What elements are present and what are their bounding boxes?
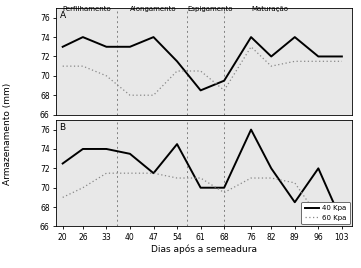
60 Kpa — [175, 69, 179, 73]
40 Kpa — [269, 55, 273, 58]
40 Kpa — [81, 35, 85, 39]
Line: 60 Kpa: 60 Kpa — [63, 173, 342, 217]
40 Kpa — [61, 162, 65, 165]
60 Kpa — [293, 60, 297, 63]
40 Kpa — [293, 201, 297, 204]
40 Kpa — [316, 167, 321, 170]
40 Kpa — [104, 147, 109, 151]
Text: Maturação: Maturação — [251, 6, 288, 12]
60 Kpa — [316, 215, 321, 218]
40 Kpa — [128, 45, 132, 49]
40 Kpa — [222, 79, 226, 82]
60 Kpa — [222, 191, 226, 194]
60 Kpa — [128, 94, 132, 97]
40 Kpa — [175, 143, 179, 146]
60 Kpa — [199, 176, 203, 180]
60 Kpa — [81, 186, 85, 189]
60 Kpa — [151, 172, 156, 175]
Text: Armazenamento (mm): Armazenamento (mm) — [4, 83, 12, 185]
60 Kpa — [199, 69, 203, 73]
60 Kpa — [316, 60, 321, 63]
60 Kpa — [249, 45, 253, 49]
40 Kpa — [128, 152, 132, 155]
40 Kpa — [269, 167, 273, 170]
Line: 40 Kpa: 40 Kpa — [63, 37, 342, 90]
Text: Alongamento: Alongamento — [130, 6, 177, 12]
X-axis label: Dias após a semeadura: Dias após a semeadura — [151, 244, 257, 254]
Line: 40 Kpa: 40 Kpa — [63, 130, 342, 222]
Text: Espigamento: Espigamento — [187, 6, 232, 12]
60 Kpa — [61, 65, 65, 68]
60 Kpa — [151, 94, 156, 97]
60 Kpa — [340, 60, 344, 63]
Legend: 40 Kpa, 60 Kpa: 40 Kpa, 60 Kpa — [301, 202, 350, 224]
40 Kpa — [249, 35, 253, 39]
40 Kpa — [316, 55, 321, 58]
60 Kpa — [104, 74, 109, 77]
60 Kpa — [104, 172, 109, 175]
Text: A: A — [60, 11, 66, 20]
40 Kpa — [222, 186, 226, 189]
40 Kpa — [151, 172, 156, 175]
60 Kpa — [269, 176, 273, 180]
40 Kpa — [61, 45, 65, 49]
60 Kpa — [128, 172, 132, 175]
60 Kpa — [175, 176, 179, 180]
40 Kpa — [199, 186, 203, 189]
60 Kpa — [269, 65, 273, 68]
40 Kpa — [151, 35, 156, 39]
60 Kpa — [81, 65, 85, 68]
40 Kpa — [340, 55, 344, 58]
60 Kpa — [340, 215, 344, 218]
60 Kpa — [293, 181, 297, 184]
Text: Perfilhamento: Perfilhamento — [63, 6, 112, 12]
60 Kpa — [61, 196, 65, 199]
40 Kpa — [340, 220, 344, 223]
40 Kpa — [293, 35, 297, 39]
40 Kpa — [249, 128, 253, 131]
40 Kpa — [175, 60, 179, 63]
60 Kpa — [249, 176, 253, 180]
40 Kpa — [104, 45, 109, 49]
Text: B: B — [60, 123, 66, 132]
40 Kpa — [81, 147, 85, 151]
40 Kpa — [199, 89, 203, 92]
Line: 60 Kpa: 60 Kpa — [63, 47, 342, 95]
60 Kpa — [222, 89, 226, 92]
